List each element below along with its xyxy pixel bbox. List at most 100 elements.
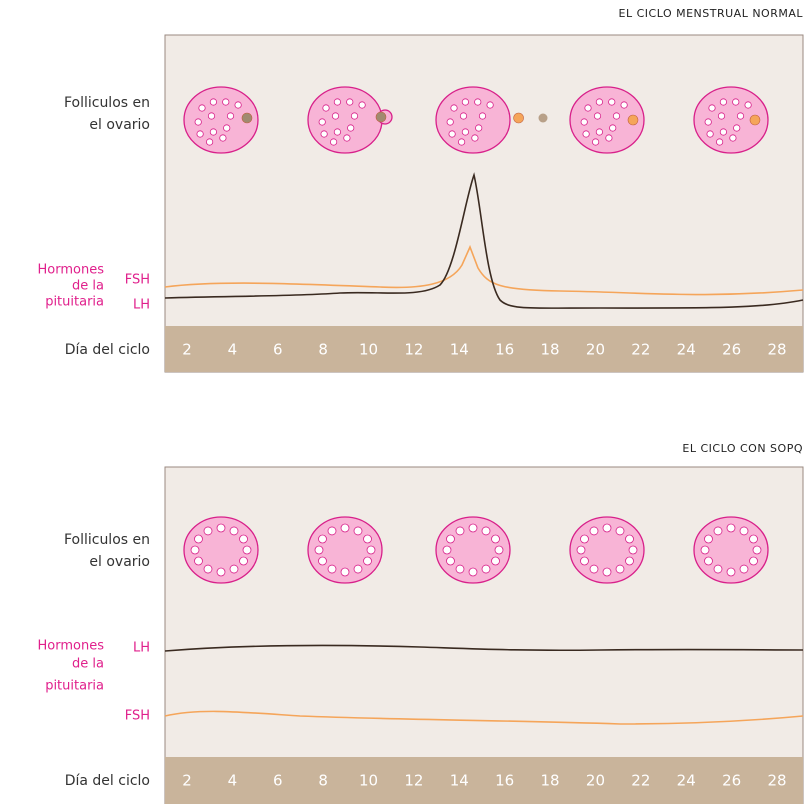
day-number: 6: [273, 772, 283, 790]
follicle: [235, 102, 241, 108]
follicle: [210, 129, 216, 135]
follicle: [354, 527, 362, 535]
panel-title: EL CICLO MENSTRUAL NORMAL: [619, 7, 804, 20]
follicle: [195, 119, 201, 125]
follicle: [224, 125, 230, 131]
follicle: [472, 135, 478, 141]
hormones-label: pituitaria: [45, 679, 104, 694]
day-bar: [165, 326, 803, 372]
day-number: 18: [541, 341, 560, 359]
hormones-label: pituitaria: [45, 295, 104, 310]
panel: [165, 467, 803, 804]
day-label: Día del ciclo: [65, 342, 150, 358]
follicle: [603, 568, 611, 576]
follicle: [206, 139, 212, 145]
follicle: [359, 102, 365, 108]
follicle: [315, 546, 323, 554]
fsh-label: FSH: [125, 709, 150, 724]
follicle: [348, 125, 354, 131]
follicle: [328, 565, 336, 573]
follicle: [334, 129, 340, 135]
follicle: [753, 546, 761, 554]
follicle: [482, 527, 490, 535]
follicle: [701, 546, 709, 554]
follicle: [367, 546, 375, 554]
day-number: 16: [495, 341, 514, 359]
follicle: [462, 99, 468, 105]
follicle: [456, 565, 464, 573]
follicle: [319, 119, 325, 125]
day-number: 24: [677, 341, 696, 359]
diagram: EL CICLO MENSTRUAL NORMAL Folliculos en …: [0, 0, 809, 804]
follicle: [629, 546, 637, 554]
follicle: [341, 524, 349, 532]
follicle: [734, 125, 740, 131]
day-number: 22: [631, 772, 650, 790]
day-number: 14: [450, 772, 469, 790]
follicle: [447, 119, 453, 125]
follicle: [347, 99, 353, 105]
follicle: [720, 129, 726, 135]
follicle: [714, 527, 722, 535]
follicle: [328, 527, 336, 535]
dominant-follicle: [514, 113, 524, 123]
day-number: 10: [359, 772, 378, 790]
follicle: [596, 129, 602, 135]
follicles-label: Folliculos en: [64, 95, 150, 111]
dominant-follicle: [750, 115, 760, 125]
follicle: [727, 568, 735, 576]
follicle: [495, 546, 503, 554]
lh-label: LH: [133, 641, 150, 656]
follicle: [446, 557, 454, 565]
follicle: [469, 524, 477, 532]
day-number: 26: [722, 772, 741, 790]
follicle: [217, 568, 225, 576]
follicle: [318, 535, 326, 543]
follicle: [476, 125, 482, 131]
follicle: [492, 557, 500, 565]
follicle: [707, 131, 713, 137]
follicle: [596, 99, 602, 105]
follicle: [332, 113, 338, 119]
follicle: [220, 135, 226, 141]
day-number: 12: [404, 772, 423, 790]
follicle: [449, 131, 455, 137]
follicle: [737, 113, 743, 119]
follicle: [720, 99, 726, 105]
follicle: [230, 565, 238, 573]
follicles-label: el ovario: [89, 117, 150, 133]
follicle: [580, 535, 588, 543]
day-number: 4: [228, 772, 238, 790]
follicle: [626, 535, 634, 543]
day-number: 2: [182, 341, 192, 359]
follicle: [354, 565, 362, 573]
day-number: 16: [495, 772, 514, 790]
follicle: [585, 105, 591, 111]
follicle: [709, 105, 715, 111]
follicle: [580, 557, 588, 565]
follicle: [243, 546, 251, 554]
follicle: [446, 535, 454, 543]
ovary: [436, 87, 510, 153]
follicle: [621, 102, 627, 108]
follicle: [704, 557, 712, 565]
panel: [165, 35, 803, 372]
follicle: [733, 99, 739, 105]
day-number: 14: [450, 341, 469, 359]
follicle: [341, 568, 349, 576]
dominant-follicle: [376, 112, 386, 122]
follicle: [204, 527, 212, 535]
hormones-label: Hormones: [38, 639, 105, 654]
follicle: [740, 565, 748, 573]
lh-label: LH: [133, 298, 150, 313]
ovum: [539, 114, 548, 123]
follicle: [364, 557, 372, 565]
follicle: [469, 568, 477, 576]
day-number: 12: [404, 341, 423, 359]
dominant-follicle: [628, 115, 638, 125]
day-number: 10: [359, 341, 378, 359]
follicle: [443, 546, 451, 554]
day-number: 24: [677, 772, 696, 790]
day-number: 28: [767, 772, 786, 790]
follicle: [462, 129, 468, 135]
